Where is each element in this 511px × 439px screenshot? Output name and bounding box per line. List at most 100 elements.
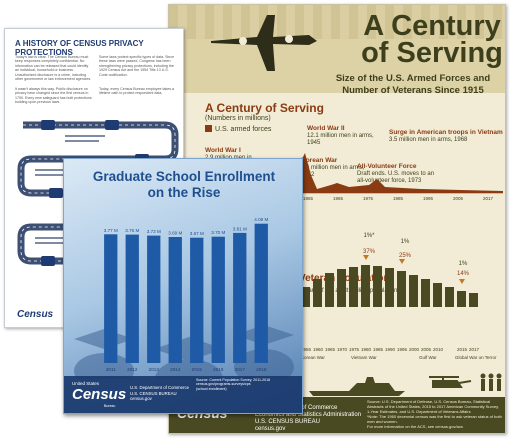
enrollment-value-label: 3.81 M — [233, 226, 247, 231]
annotation-avf-head: All-Volunteer Force — [357, 163, 417, 170]
timeline-text-line — [35, 242, 65, 244]
graduate-enrollment-infographic[interactable]: Graduate School Enrollment on the Rise 3… — [63, 158, 303, 414]
privacy-intro-left-2: It wasn't always this way. Public disclo… — [15, 87, 92, 105]
era-label: Gulf War — [419, 355, 437, 360]
military-silhouettes-icon — [309, 373, 502, 396]
enrollment-value-label: 3.76 M — [125, 228, 139, 233]
enrollment-bar-2015 — [190, 237, 204, 363]
veteran-bar — [433, 283, 442, 307]
enrollment-value-label: 3.69 M — [168, 231, 182, 236]
enrollment-bar-2016 — [211, 236, 225, 363]
bar-annotation: 14% — [456, 271, 469, 277]
bar-tick: 1990 — [385, 347, 396, 352]
area-chart-title: A Century of Serving — [205, 101, 324, 115]
area-chart-legend: U.S. armed forces — [205, 125, 271, 133]
enrollment-year-tick: 2016 — [213, 367, 224, 372]
infographic-title: A Century of Serving — [361, 10, 503, 69]
infographic-subtitle: Size of the U.S. Armed Forces and Number… — [335, 73, 491, 96]
legend-label: U.S. armed forces — [215, 126, 272, 133]
annotation-vietnam-head: Surge in American troops in Vietnam — [389, 129, 503, 136]
enrollment-bar-2012 — [125, 234, 139, 363]
veteran-bar — [325, 273, 334, 307]
annotation-ww2-head: World War II — [307, 125, 345, 132]
area-tick: 1975 — [363, 196, 374, 201]
veteran-bar — [445, 287, 454, 307]
enrollment-value-label: 3.77 M — [104, 228, 118, 233]
bar-tick: 1985 — [373, 347, 384, 352]
veteran-bar — [409, 275, 418, 307]
enrollment-value-label: 3.73 M — [147, 229, 161, 234]
bar-tick: 2015 — [457, 347, 468, 352]
annotation-vietnam: Surge in American troops in Vietnam 3.5 … — [389, 129, 505, 144]
enrollment-year-tick: 2018 — [256, 367, 267, 372]
warplane-icon — [211, 15, 317, 71]
bar-tick: 2017 — [469, 347, 480, 352]
veteran-bar — [313, 279, 322, 307]
area-tick: 1955 — [303, 196, 314, 201]
bar-annotation: 37% — [362, 249, 375, 255]
timeline-marker — [49, 188, 63, 198]
enrollment-bar-2017 — [233, 232, 247, 363]
enrollment-source-text: Source: Current Population Survey, 2011-… — [196, 378, 271, 391]
veteran-bar — [373, 266, 382, 307]
timeline-marker — [105, 120, 119, 130]
marker-arrow — [363, 255, 369, 260]
timeline-marker — [41, 256, 55, 266]
veteran-bar — [361, 265, 370, 307]
bar-tick: 2005 — [421, 347, 432, 352]
veteran-bar — [469, 293, 478, 307]
veteran-bar — [385, 268, 394, 307]
bar-tick: 1980 — [361, 347, 372, 352]
logo-bureau-text: Bureau — [104, 404, 116, 408]
timeline-text-line — [65, 140, 99, 142]
annotation-avf-body: Draft ends. U.S. moves to an all-volunte… — [357, 171, 435, 184]
era-label: Korean War — [301, 355, 325, 360]
logo-united-states-text: United States — [72, 381, 100, 386]
enrollment-year-tick: 2015 — [192, 367, 203, 372]
bar-tick: 1960 — [313, 347, 324, 352]
footer-source-text: Source: U.S. Department of Defense, U.S.… — [367, 399, 502, 429]
marker-arrow — [459, 279, 465, 284]
bar-tick: 1995 — [397, 347, 408, 352]
area-tick: 1995 — [423, 196, 434, 201]
timeline-text-line — [35, 169, 75, 171]
bar-tick: 1955 — [301, 347, 312, 352]
annotation-ww2: World War II 12.1 million men in arms, 1… — [307, 125, 377, 147]
enrollment-footer — [64, 376, 302, 413]
veteran-bar — [457, 291, 466, 307]
enrollment-chart-title: Graduate School Enrollment on the Rise — [92, 169, 276, 200]
veteran-population-bar-chart — [301, 255, 478, 307]
enrollment-year-tick: 2013 — [149, 367, 160, 372]
bar-tick: 2000 — [409, 347, 420, 352]
privacy-intro-right-2: Today, every Census Bureau employee take… — [99, 87, 175, 96]
privacy-intro-left: Today's law is clear. The Census Bureau … — [15, 55, 92, 82]
veteran-bar — [397, 271, 406, 307]
timeline-marker — [41, 120, 55, 130]
area-tick: 1965 — [333, 196, 344, 201]
annotation-ww1-head: World War I — [205, 147, 241, 154]
enrollment-value-label: 3.70 M — [211, 230, 225, 235]
bar-annotation: 1% — [400, 239, 410, 245]
enrollment-year-tick: 2017 — [235, 367, 246, 372]
bar-tick: 2010 — [433, 347, 444, 352]
timeline-text-line — [35, 237, 75, 239]
census-logo: Census — [72, 386, 127, 403]
privacy-title: A HISTORY OF CENSUS PRIVACY PROTECTIONS — [15, 39, 144, 57]
soldiers-silhouette-strip — [169, 5, 505, 39]
marker-arrow — [399, 259, 405, 264]
enrollment-year-tick: 2012 — [127, 367, 138, 372]
veteran-bar — [337, 269, 346, 307]
enrollment-bar-2018 — [254, 223, 268, 363]
legend-swatch — [205, 125, 212, 132]
census-logo: Census — [17, 309, 54, 320]
annotation-vietnam-body: 3.5 million men in arms, 1968 — [389, 137, 468, 143]
area-tick: 2005 — [453, 196, 464, 201]
enrollment-bar-2014 — [168, 237, 182, 363]
area-tick: 1985 — [393, 196, 404, 201]
era-label: Vietnam War — [351, 355, 377, 360]
bar-tick: 1965 — [325, 347, 336, 352]
area-chart-subtitle: (Numbers in millions) — [205, 115, 271, 122]
enrollment-year-tick: 2014 — [170, 367, 181, 372]
veteran-bar — [421, 279, 430, 307]
timeline-text-line — [65, 135, 105, 137]
